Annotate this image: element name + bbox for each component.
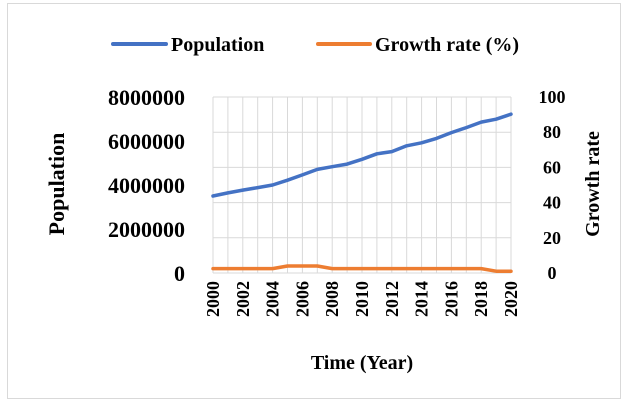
y-axis-title: Population <box>44 133 69 236</box>
y2-tick-label: 40 <box>543 193 561 213</box>
x-tick-label: 2012 <box>382 281 402 317</box>
x-tick-label: 2014 <box>412 281 432 317</box>
y2-tick-label: 100 <box>539 87 566 107</box>
x-axis-title: Time (Year) <box>311 352 413 374</box>
x-tick-label: 2004 <box>263 281 283 317</box>
x-tick-label: 2010 <box>352 281 372 317</box>
x-tick-label: 2002 <box>233 281 253 317</box>
x-tick-label: 2020 <box>501 281 521 317</box>
y2-tick-label: 80 <box>543 122 561 142</box>
x-tick-label: 2018 <box>471 281 491 317</box>
y-tick-label: 0 <box>174 261 185 286</box>
legend: Population Growth rate (%) <box>111 34 519 56</box>
growth-rate-line <box>211 264 513 273</box>
x-tick-label: 2008 <box>322 281 342 317</box>
x-tick-label: 2000 <box>203 281 223 317</box>
y2-tick-label: 60 <box>543 157 561 177</box>
y-tick-label: 6000000 <box>108 129 185 154</box>
x-tick-label: 2016 <box>441 281 461 317</box>
y-tick-label: 4000000 <box>108 173 185 198</box>
chart-frame <box>7 3 621 399</box>
legend-label-population: Population <box>171 34 264 56</box>
tick-labels: 0 2000000 4000000 6000000 8000000 0 20 40 60 80 10… <box>108 85 566 317</box>
y2-axis-title: Growth rate <box>582 131 604 237</box>
legend-label-growth-rate: Growth rate (%) <box>375 34 519 56</box>
y-tick-label: 2000000 <box>108 217 185 242</box>
y2-tick-label: 0 <box>548 263 557 283</box>
series-lines <box>211 112 513 273</box>
y2-tick-label: 20 <box>543 228 561 248</box>
population-line <box>211 112 513 198</box>
y-tick-label: 8000000 <box>108 85 185 110</box>
x-tick-label: 2006 <box>292 281 312 317</box>
grid <box>212 96 512 274</box>
